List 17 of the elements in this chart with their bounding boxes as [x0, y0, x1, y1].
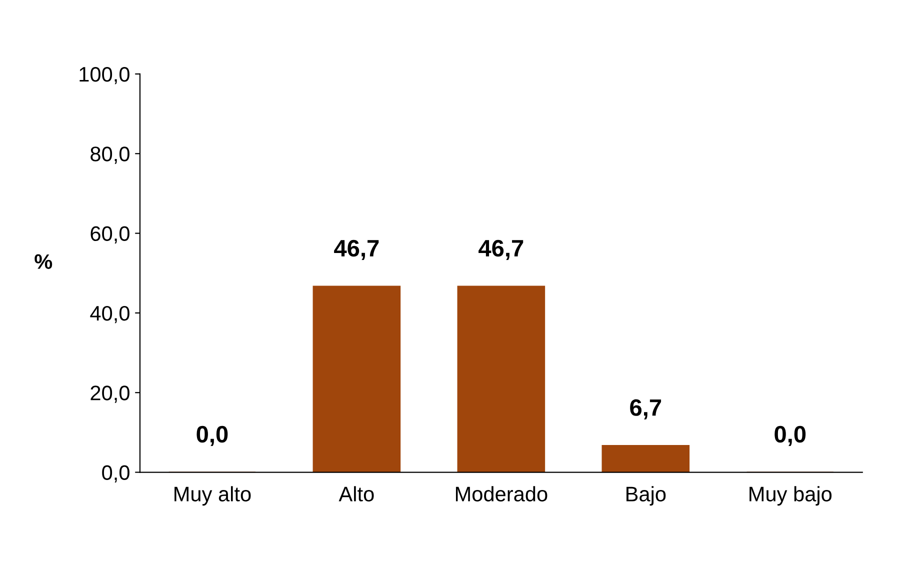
y-tick-label: 60,0: [90, 226, 130, 244]
data-label: 0,0: [196, 426, 228, 446]
data-label: 46,7: [478, 240, 524, 260]
x-tick-label: Bajo: [626, 486, 666, 506]
x-tick-label: Muy alto: [174, 486, 251, 506]
y-axis-title: %: [34, 254, 52, 269]
x-tick-label: Moderado: [456, 486, 548, 502]
y-tick-label: 100,0: [80, 66, 130, 84]
data-label: 6,7: [630, 399, 662, 420]
y-tick-label: 40,0: [90, 306, 130, 324]
y-tick-label: 80,0: [90, 146, 130, 164]
data-label: 46,7: [334, 240, 379, 260]
x-tick-label: Muy bajo: [750, 486, 832, 506]
data-label: 0,0: [774, 426, 806, 446]
y-tick-label: 20,0: [90, 386, 130, 403]
y-tick-label: 0,0: [102, 465, 130, 482]
x-tick-label: Alto: [338, 486, 374, 502]
